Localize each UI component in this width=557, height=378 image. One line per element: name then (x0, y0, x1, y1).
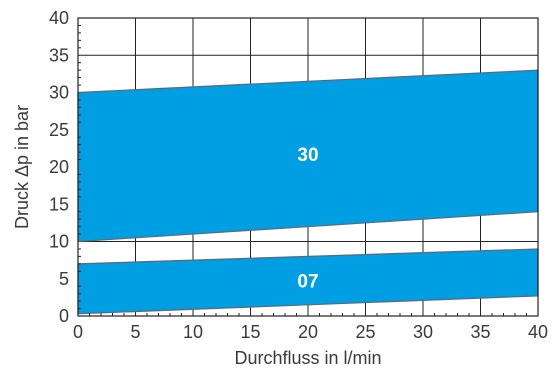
x-tick-label: 10 (183, 322, 203, 342)
x-tick-label: 35 (470, 322, 490, 342)
y-tick-label: 0 (59, 306, 69, 326)
x-tick-label: 30 (413, 322, 433, 342)
y-tick-label: 20 (49, 157, 69, 177)
x-tick-label: 20 (298, 322, 318, 342)
y-tick-label: 15 (49, 194, 69, 214)
y-tick-label: 30 (49, 83, 69, 103)
band-label-07: 07 (297, 272, 318, 293)
y-tick-label: 40 (49, 8, 69, 28)
bands: 30 07 (78, 70, 538, 314)
y-tick-label: 25 (49, 120, 69, 140)
x-tick-label: 40 (528, 322, 548, 342)
y-tick-label: 10 (49, 232, 69, 252)
x-tick-label: 15 (240, 322, 260, 342)
x-tick-label: 5 (130, 322, 140, 342)
x-axis-title: Durchfluss in l/min (234, 348, 381, 368)
y-tick-label: 35 (49, 45, 69, 65)
x-tick-label: 25 (355, 322, 375, 342)
x-tick-label: 0 (73, 322, 83, 342)
y-axis-title: Druck Δp in bar (12, 105, 32, 229)
y-tick-label: 5 (59, 269, 69, 289)
band-label-30: 30 (297, 145, 318, 166)
